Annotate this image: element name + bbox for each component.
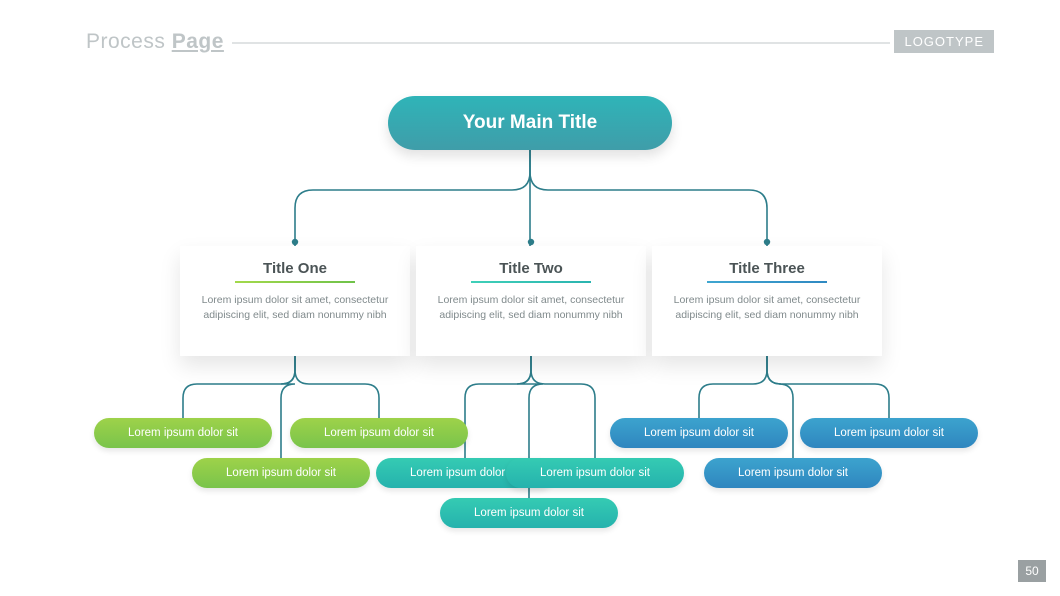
leaf-pill: Lorem ipsum dolor sit xyxy=(610,418,788,448)
leaf-pill: Lorem ipsum dolor sit xyxy=(506,458,684,488)
leaf-pill: Lorem ipsum dolor sit xyxy=(440,498,618,528)
leaf-pill: Lorem ipsum dolor sit xyxy=(192,458,370,488)
leaf-pill: Lorem ipsum dolor sit xyxy=(704,458,882,488)
tree-root-label: Your Main Title xyxy=(463,112,597,134)
branch-underline xyxy=(471,281,591,283)
leaf-label: Lorem ipsum dolor sit xyxy=(410,467,520,479)
branch-underline xyxy=(235,281,355,283)
slide-root: Process Page LOGOTYPE Your Main Title Ti… xyxy=(0,0,1060,596)
logotype-badge: LOGOTYPE xyxy=(894,30,994,53)
header-rule xyxy=(232,42,890,44)
leaf-label: Lorem ipsum dolor sit xyxy=(324,427,434,439)
branch-body: Lorem ipsum dolor sit amet, consectetur … xyxy=(666,293,868,323)
leaf-label: Lorem ipsum dolor sit xyxy=(738,467,848,479)
leaf-label: Lorem ipsum dolor sit xyxy=(644,427,754,439)
leaf-label: Lorem ipsum dolor sit xyxy=(834,427,944,439)
branch-card-two: Title Two Lorem ipsum dolor sit amet, co… xyxy=(416,246,646,356)
tree-root-node: Your Main Title xyxy=(388,96,672,150)
leaf-pill: Lorem ipsum dolor sit xyxy=(800,418,978,448)
leaf-pill: Lorem ipsum dolor sit xyxy=(94,418,272,448)
leaf-label: Lorem ipsum dolor sit xyxy=(474,507,584,519)
branch-underline xyxy=(707,281,827,283)
page-title-word2: Page xyxy=(172,30,224,55)
branch-title: Title Two xyxy=(499,260,563,277)
branch-title: Title Three xyxy=(729,260,805,277)
branch-title: Title One xyxy=(263,260,327,277)
page-number-badge: 50 xyxy=(1018,560,1046,582)
leaf-label: Lorem ipsum dolor sit xyxy=(128,427,238,439)
leaf-label: Lorem ipsum dolor sit xyxy=(540,467,650,479)
page-title: Process Page xyxy=(86,30,224,54)
page-title-word1: Process xyxy=(86,30,165,53)
branch-card-three: Title Three Lorem ipsum dolor sit amet, … xyxy=(652,246,882,356)
branch-body: Lorem ipsum dolor sit amet, consectetur … xyxy=(194,293,396,323)
branch-card-one: Title One Lorem ipsum dolor sit amet, co… xyxy=(180,246,410,356)
leaf-label: Lorem ipsum dolor sit xyxy=(226,467,336,479)
leaf-pill: Lorem ipsum dolor sit xyxy=(290,418,468,448)
branch-body: Lorem ipsum dolor sit amet, consectetur … xyxy=(430,293,632,323)
